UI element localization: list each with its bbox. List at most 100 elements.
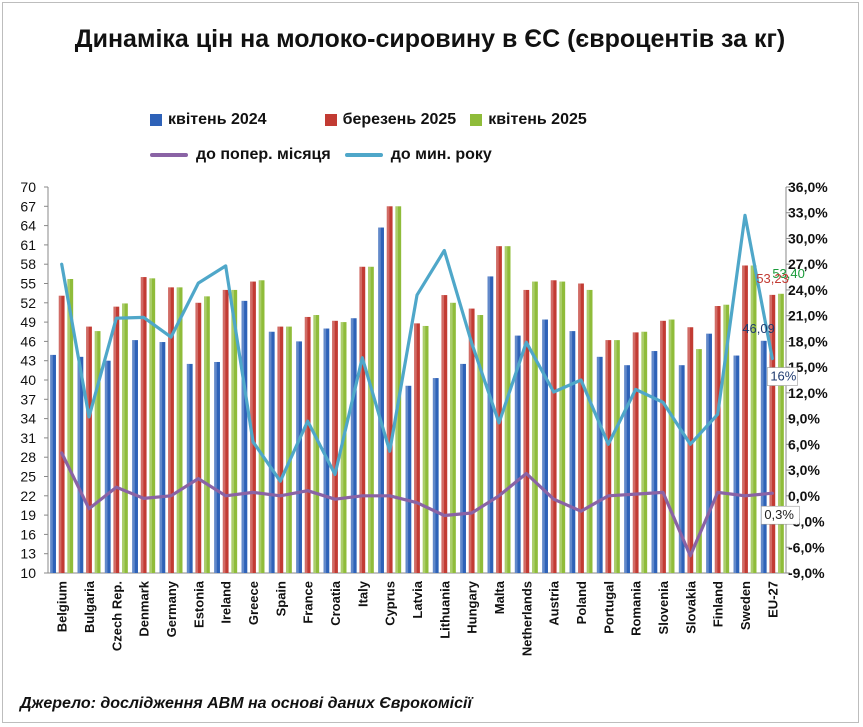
- bar-highlight: [332, 320, 335, 573]
- x-tick-label: Austria: [547, 580, 562, 626]
- y-right-tick-label: -9,0%: [788, 565, 825, 581]
- bar-3: [778, 293, 784, 573]
- line-series-1: [60, 451, 774, 558]
- y-left-tick-label: 55: [20, 276, 36, 292]
- bar-2: [250, 281, 256, 573]
- bar-3: [286, 326, 292, 573]
- x-tick-label: Malta: [492, 580, 507, 614]
- x-tick-label: Estonia: [191, 580, 206, 628]
- bar-1: [569, 331, 576, 573]
- bar-highlight: [468, 308, 472, 573]
- bar-highlight: [532, 281, 535, 573]
- bar-2: [468, 308, 475, 573]
- bar-highlight: [678, 365, 682, 573]
- bar-highlight: [586, 289, 590, 573]
- bar-1: [651, 351, 658, 573]
- bar-highlight: [605, 340, 609, 573]
- bar-highlight: [569, 331, 573, 573]
- bar-highlight: [77, 356, 81, 573]
- bar-1: [624, 365, 630, 573]
- x-tick-label: Germany: [164, 580, 179, 637]
- bar-highlight: [268, 331, 272, 573]
- chart-title: Динаміка цін на молоко-сировину в ЄС (єв…: [74, 25, 786, 53]
- bar-1: [50, 354, 56, 573]
- bar-2: [742, 265, 748, 573]
- bar-2: [277, 326, 284, 573]
- line-series-2: [60, 213, 774, 483]
- bar-highlight: [204, 296, 207, 573]
- bar-highlight: [241, 300, 245, 573]
- bar-highlight: [733, 355, 737, 573]
- bar-2: [386, 206, 393, 574]
- data-label: 0,3%: [764, 507, 794, 522]
- bar-2: [632, 332, 639, 573]
- bar-3: [122, 303, 128, 573]
- bar-highlight: [450, 302, 453, 573]
- y-right-tick-label: 21,0%: [788, 308, 828, 324]
- data-label: 16%: [770, 369, 796, 384]
- bar-2: [140, 277, 147, 573]
- y-left-tick-label: 28: [20, 449, 36, 465]
- bar-highlight: [550, 280, 554, 573]
- bar-highlight: [651, 351, 655, 573]
- data-label: 53,23: [756, 271, 789, 286]
- bar-3: [614, 340, 620, 573]
- bar-1: [241, 300, 248, 573]
- bar-3: [231, 289, 238, 573]
- bar-highlight: [696, 349, 699, 573]
- bar-2: [86, 326, 92, 573]
- bar-highlight: [750, 265, 754, 573]
- x-tick-label: Croatia: [328, 580, 343, 626]
- bar-highlight: [104, 360, 108, 573]
- bar-highlight: [687, 327, 691, 573]
- bar-1: [104, 360, 111, 573]
- legend-swatch-apr2024: [150, 114, 162, 126]
- bar-highlight: [222, 289, 226, 573]
- bar-highlight: [769, 294, 773, 573]
- bar-highlight: [132, 340, 135, 573]
- x-tick-label: Czech Rep.: [109, 581, 124, 651]
- bar-highlight: [231, 289, 234, 573]
- y-left-tick-label: 43: [20, 353, 36, 369]
- bar-3: [395, 206, 402, 574]
- bar-3: [258, 280, 265, 573]
- y-right-tick-label: 3,0%: [788, 462, 820, 478]
- bar-1: [733, 355, 740, 573]
- bar-2: [578, 283, 584, 573]
- bar-highlight: [86, 326, 89, 573]
- bar-2: [113, 306, 120, 573]
- bar-highlight: [422, 325, 426, 573]
- bar-highlight: [277, 326, 281, 573]
- bar-highlight: [350, 318, 354, 573]
- bar-highlight: [286, 326, 289, 573]
- bar-3: [176, 287, 183, 573]
- bar-1: [186, 363, 193, 573]
- bar-2: [58, 295, 65, 573]
- bar-highlight: [296, 341, 299, 573]
- bar-1: [542, 319, 548, 573]
- bar-3: [668, 319, 675, 573]
- x-tick-label: Poland: [574, 581, 589, 624]
- bar-1: [77, 356, 84, 573]
- x-tick-label: Netherlands: [519, 581, 534, 656]
- y-right-tick-label: -6,0%: [788, 539, 825, 555]
- bar-2: [359, 266, 366, 573]
- annotation-box: [761, 505, 800, 525]
- x-tick-label: Portugal: [601, 581, 616, 634]
- bar-3: [368, 266, 374, 573]
- legend-item-mom: до попер. місяця: [150, 146, 331, 164]
- y-right-tick-label: 15,0%: [788, 359, 828, 375]
- bar-1: [514, 335, 521, 573]
- bar-3: [94, 331, 101, 573]
- bar-highlight: [94, 331, 98, 573]
- bar-highlight: [405, 385, 409, 573]
- x-tick-label: Latvia: [410, 580, 425, 618]
- bar-highlight: [378, 227, 381, 573]
- legend-label-mom: до попер. місяця: [196, 146, 331, 163]
- x-tick-label: Hungary: [465, 580, 480, 634]
- y-left-tick-label: 64: [20, 218, 36, 234]
- data-label: 46,09: [742, 321, 775, 336]
- bar-highlight: [67, 278, 70, 573]
- bar-3: [559, 281, 566, 573]
